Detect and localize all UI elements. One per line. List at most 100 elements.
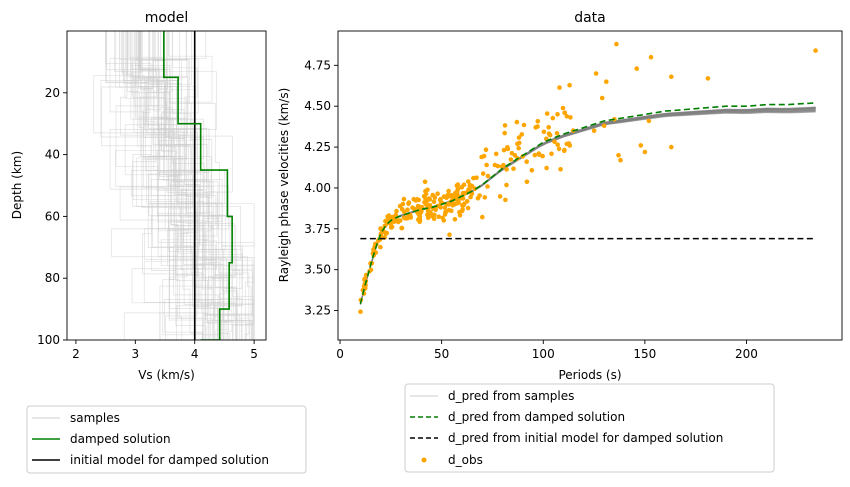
data-obs-point (544, 165, 549, 171)
data-obs-point (557, 85, 562, 90)
data-obs-point (406, 201, 411, 207)
legend-initial-label: initial model for damped solution (70, 453, 269, 467)
model-sample-line (123, 31, 238, 340)
data-y-tick-label: 3.25 (304, 304, 331, 318)
data-obs-point (446, 188, 451, 194)
data-obs-point (394, 218, 400, 223)
data-obs-point (499, 164, 505, 169)
data-obs-point (482, 195, 488, 200)
data-obs-point (414, 197, 420, 202)
model-panel: model 2 3 4 5 20 40 60 80 100 Vs (km/s) Depth (… (10, 10, 267, 382)
data-obs-point (505, 145, 510, 150)
data-obs-point (501, 147, 507, 153)
model-y-tick-label: 40 (45, 148, 60, 162)
data-legend: d_pred from samples d_pred from damped s… (404, 383, 775, 473)
data-obs-point (460, 203, 465, 208)
data-legend-box (404, 383, 775, 473)
model-sample-line (140, 31, 254, 340)
model-sample-line (145, 31, 243, 340)
data-obs-point (516, 135, 522, 140)
data-x-tick-label: 150 (633, 347, 656, 361)
data-obs-point (419, 208, 424, 214)
data-x-tick-label: 100 (532, 347, 555, 361)
data-obs-point (514, 119, 520, 125)
model-sample-line (136, 31, 255, 340)
data-y-tick-label: 3.75 (304, 222, 331, 236)
data-obs-point (562, 110, 568, 115)
data-obs-point (599, 95, 605, 101)
model-sample-line (157, 31, 255, 340)
data-obs-point (402, 209, 407, 215)
data-y-ticks: 3.25 3.50 3.75 4.00 4.25 4.50 4.75 (304, 58, 338, 318)
data-obs-point (433, 207, 439, 212)
model-x-tick-label: 2 (72, 347, 80, 361)
data-obs-point (634, 66, 639, 71)
data-obs-point (465, 205, 471, 211)
data-obs-point (502, 130, 508, 136)
data-obs-point (441, 218, 447, 223)
data-obs-point (555, 112, 560, 117)
data-obs-point (480, 171, 486, 176)
data-obs-point (493, 151, 499, 157)
model-sample-line (139, 31, 255, 340)
model-sample-line (93, 31, 240, 340)
data-obs-point (547, 132, 553, 138)
data-obs-point (411, 196, 417, 202)
data-obs-point (669, 144, 674, 150)
data-obs-point (508, 157, 514, 162)
data-obs-point (435, 203, 440, 209)
data-obs-point (567, 82, 572, 88)
data-damped-line-group (359, 102, 816, 305)
data-obs-point (443, 210, 448, 215)
data-obs-point (618, 157, 623, 163)
model-sample-line (120, 31, 250, 340)
model-sample-line (145, 31, 255, 340)
data-obs-point (544, 111, 550, 116)
data-obs-point (485, 173, 491, 179)
data-obs-point (454, 201, 460, 206)
data-obs-point (455, 182, 461, 187)
data-obs-point (388, 225, 394, 230)
model-sample-line (100, 31, 228, 340)
data-obs-point (424, 198, 430, 203)
data-obs-point (519, 132, 525, 137)
data-obs-point (646, 118, 652, 124)
data-obs-point (504, 182, 509, 188)
model-x-tick-label: 3 (131, 347, 139, 361)
data-axes-frame (337, 30, 843, 341)
data-obs-point (515, 141, 520, 147)
model-x-ticks: 2 3 4 5 (72, 340, 258, 361)
data-obs-point (431, 199, 437, 204)
data-obs-point (558, 167, 563, 172)
data-x-tick-label: 0 (336, 347, 344, 361)
model-sample-line (131, 31, 250, 340)
data-obs-point (535, 119, 541, 124)
data-obs-point (399, 225, 405, 231)
data-obs-point (480, 214, 485, 220)
data-obs-point (452, 217, 458, 222)
model-y-tick-label: 100 (37, 333, 60, 347)
data-obs-point (503, 197, 508, 203)
data-obs-point (601, 123, 607, 129)
data-obs-point (358, 309, 363, 315)
data-y-tick-label: 4.25 (304, 140, 331, 154)
data-obs-point (669, 74, 674, 80)
data-obs-point (556, 146, 562, 152)
data-obs-point (540, 153, 545, 159)
model-x-axis-label: Vs (km/s) (138, 368, 195, 382)
model-sample-line (105, 31, 255, 340)
data-panel: data 0 50 100 150 200 3.25 3.50 3.75 4.00 4.25 4.… (277, 10, 843, 382)
data-obs-point (430, 214, 436, 219)
data-obs-point (504, 167, 509, 172)
model-title: model (145, 10, 189, 26)
data-obs-point (532, 152, 538, 158)
data-obs-point (475, 196, 481, 201)
data-y-axis-label: Rayleigh phase velocities (km/s) (277, 88, 291, 283)
data-y-tick-label: 4.00 (304, 181, 331, 195)
data-obs-point (554, 131, 560, 136)
data-obs-point (405, 215, 410, 221)
data-obs-point (642, 149, 648, 155)
model-y-tick-label: 60 (45, 209, 60, 223)
data-obs-point (529, 168, 535, 173)
